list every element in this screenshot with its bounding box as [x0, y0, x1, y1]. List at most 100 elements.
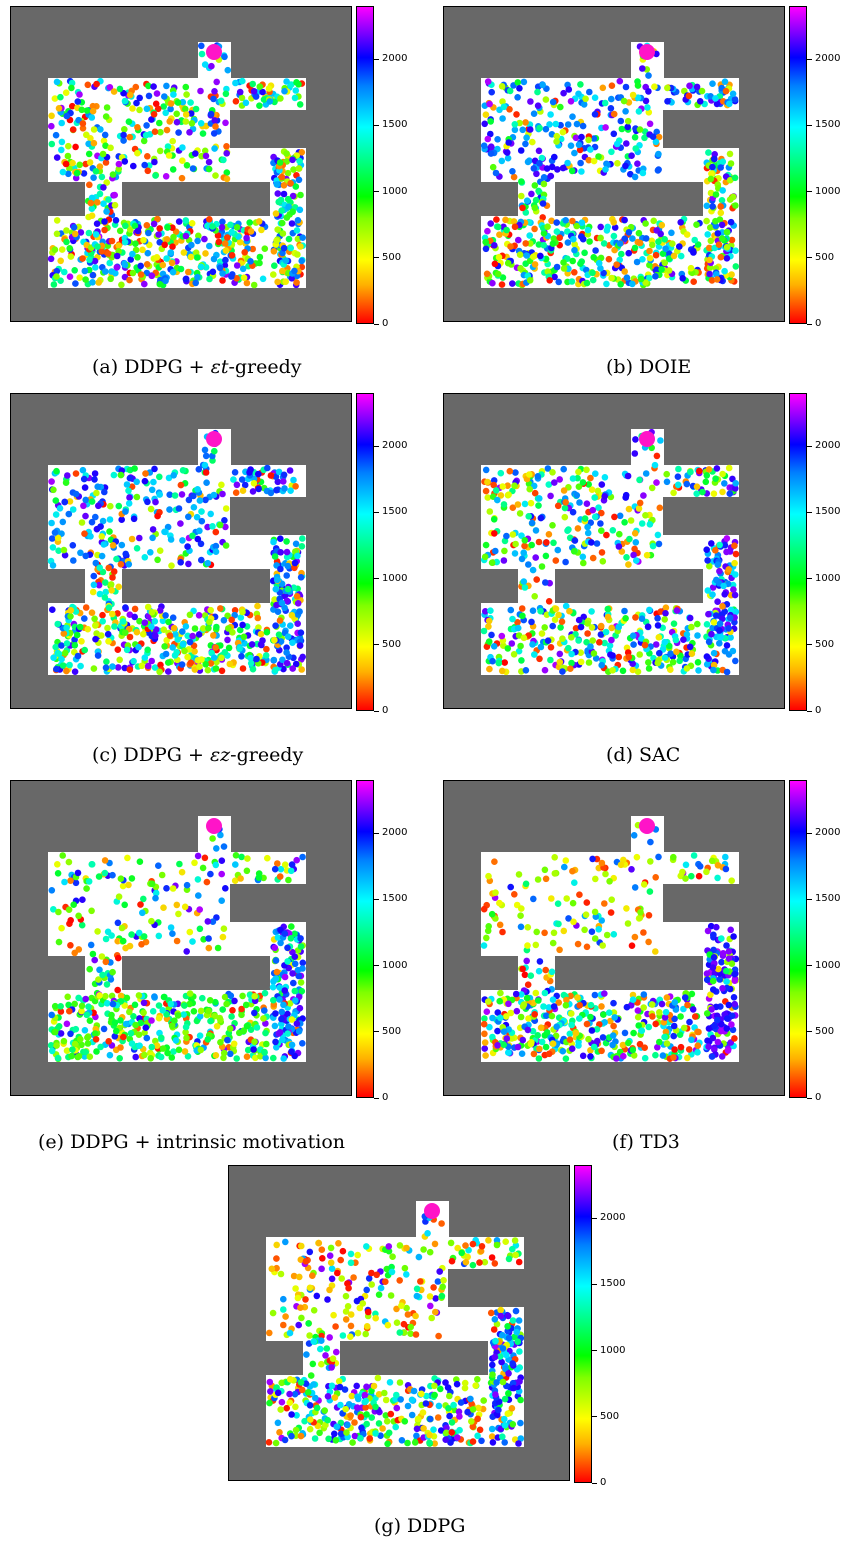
state-point	[574, 940, 582, 948]
state-point	[617, 117, 625, 125]
state-point	[542, 875, 550, 883]
state-point	[572, 134, 580, 142]
state-point	[150, 83, 157, 90]
state-point	[253, 655, 260, 663]
state-point	[67, 877, 74, 884]
state-point	[431, 1240, 439, 1248]
state-point	[650, 217, 657, 225]
state-point	[182, 232, 190, 240]
state-point	[639, 256, 646, 263]
state-point	[165, 668, 172, 675]
state-point	[91, 470, 99, 477]
state-point	[555, 611, 562, 619]
state-point	[625, 561, 632, 568]
state-point	[86, 159, 94, 166]
state-point	[626, 535, 633, 543]
state-point	[131, 605, 139, 613]
state-point	[216, 264, 224, 272]
state-point	[601, 900, 608, 907]
state-point	[153, 1042, 161, 1049]
state-point	[65, 510, 73, 518]
state-point	[272, 622, 279, 629]
state-point	[703, 202, 711, 210]
state-point	[721, 541, 729, 549]
state-point	[338, 1275, 345, 1282]
state-point	[148, 1043, 156, 1051]
colorbar-tick-label: 1500	[815, 506, 841, 517]
state-point	[211, 117, 218, 124]
state-point	[719, 470, 726, 478]
state-point	[167, 924, 175, 931]
state-point	[92, 168, 100, 175]
state-point	[169, 614, 177, 621]
state-point	[625, 1039, 632, 1047]
maze-wall-segment	[448, 1269, 524, 1307]
state-point	[541, 929, 548, 937]
state-point	[693, 490, 700, 497]
state-point	[83, 885, 90, 892]
state-point	[285, 203, 292, 210]
state-point	[239, 265, 247, 273]
state-point	[591, 494, 598, 501]
state-point	[121, 261, 129, 269]
state-point	[140, 236, 147, 244]
state-point	[585, 136, 592, 144]
state-point	[242, 1001, 250, 1009]
state-point	[89, 950, 97, 958]
state-point	[485, 998, 492, 1005]
state-point	[90, 174, 97, 181]
state-point	[727, 160, 735, 167]
maze-plot	[443, 393, 785, 709]
state-point	[622, 494, 629, 501]
colorbar-tick	[374, 512, 379, 513]
state-point	[54, 870, 62, 877]
state-point	[285, 876, 292, 884]
state-point	[721, 647, 729, 655]
state-point	[226, 660, 234, 668]
state-point	[139, 246, 146, 254]
state-point	[731, 1035, 738, 1042]
state-point	[247, 660, 255, 667]
state-point	[634, 1007, 642, 1014]
state-point	[639, 65, 646, 72]
state-point	[193, 513, 201, 521]
state-point	[263, 645, 270, 653]
state-point	[730, 586, 737, 593]
state-point	[415, 1253, 423, 1261]
state-point	[723, 243, 731, 251]
state-point	[177, 265, 185, 273]
state-point	[94, 652, 102, 659]
state-point	[503, 226, 510, 234]
state-point	[646, 120, 654, 128]
state-point	[727, 634, 734, 641]
state-point	[158, 871, 166, 879]
state-point	[169, 885, 177, 892]
state-point	[293, 227, 301, 234]
state-point	[276, 984, 284, 991]
state-point	[223, 169, 231, 176]
state-point	[68, 84, 75, 92]
state-point	[582, 911, 590, 918]
state-point	[585, 659, 593, 666]
state-point	[482, 238, 489, 246]
state-point	[319, 1255, 326, 1262]
state-point	[483, 270, 491, 278]
state-point	[646, 606, 653, 614]
state-point	[163, 82, 170, 90]
state-point	[569, 867, 576, 875]
state-point	[732, 480, 739, 487]
state-point	[677, 1043, 685, 1051]
maze-wall-segment	[663, 884, 739, 922]
state-point	[597, 631, 605, 638]
state-point	[194, 852, 202, 860]
state-point	[711, 155, 718, 163]
state-point	[220, 1049, 228, 1057]
state-point	[231, 877, 239, 884]
state-point	[494, 270, 502, 278]
state-point	[564, 121, 572, 128]
state-point	[531, 261, 539, 268]
state-point	[88, 205, 96, 212]
state-point	[567, 142, 575, 149]
state-point	[642, 470, 650, 477]
state-point	[120, 1033, 127, 1041]
